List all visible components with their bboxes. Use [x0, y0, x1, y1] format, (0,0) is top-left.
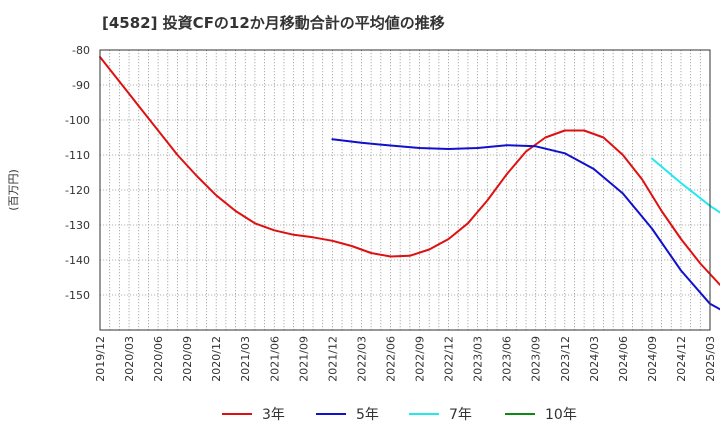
x-tick-label: 2025/03	[704, 336, 717, 382]
x-tick-label: 2020/06	[152, 336, 165, 382]
legend-label-1: 3年	[262, 407, 285, 423]
y-tick-label: -80	[72, 44, 90, 57]
series-line-2	[331, 138, 720, 311]
x-tick-label: 2024/06	[617, 336, 630, 382]
y-tick-label: -90	[72, 79, 90, 92]
x-tick-label: 2023/06	[501, 336, 514, 382]
x-tick-label: 2023/12	[559, 336, 572, 382]
x-tick-label: 2021/06	[268, 336, 281, 382]
y-tick-label: -130	[65, 219, 90, 232]
x-tick-label: 2020/12	[210, 336, 223, 382]
y-tick-label: -110	[65, 149, 90, 162]
series-line-1	[99, 56, 720, 287]
x-tick-label: 2024/12	[675, 336, 688, 382]
plot-frame	[99, 49, 711, 331]
y-tick-label: -150	[65, 289, 90, 302]
x-tick-label: 2020/09	[181, 336, 194, 382]
x-tick-label: 2024/09	[646, 336, 659, 382]
x-tick-label: 2021/09	[297, 336, 310, 382]
y-tick-labels: -80 -90 -100 -110 -120 -130 -140 -150	[65, 44, 90, 302]
x-tick-label: 2022/03	[355, 336, 368, 382]
x-tick-label: 2022/06	[384, 336, 397, 382]
legend: 3年 5年 7年 10年	[222, 407, 577, 423]
x-tick-label: 2023/09	[530, 336, 543, 382]
series-line-3	[650, 157, 720, 214]
x-tick-label: 2022/09	[414, 336, 427, 382]
y-tick-label: -100	[65, 114, 90, 127]
legend-label-2: 5年	[356, 407, 379, 423]
y-axis-title: (百万円)	[7, 169, 20, 211]
legend-label-3: 7年	[449, 407, 472, 423]
y-tick-label: -140	[65, 254, 90, 267]
x-tick-label: 2021/03	[239, 336, 252, 382]
chart-title: [4582] 投資CFの12か月移動合計の平均値の推移	[102, 14, 445, 32]
x-tick-label: 2020/03	[123, 336, 136, 382]
x-tick-label: 2024/03	[588, 336, 601, 382]
x-tick-labels: 2019/12 2020/03 2020/06 2020/09 2020/12 2021/…	[94, 336, 717, 382]
x-tick-label: 2023/03	[472, 336, 485, 382]
legend-label-4: 10年	[545, 407, 577, 423]
y-tick-label: -120	[65, 184, 90, 197]
series-lines	[99, 56, 720, 311]
x-tick-label: 2019/12	[94, 336, 107, 382]
x-tick-label: 2021/12	[326, 336, 339, 382]
x-tick-label: 2022/12	[443, 336, 456, 382]
